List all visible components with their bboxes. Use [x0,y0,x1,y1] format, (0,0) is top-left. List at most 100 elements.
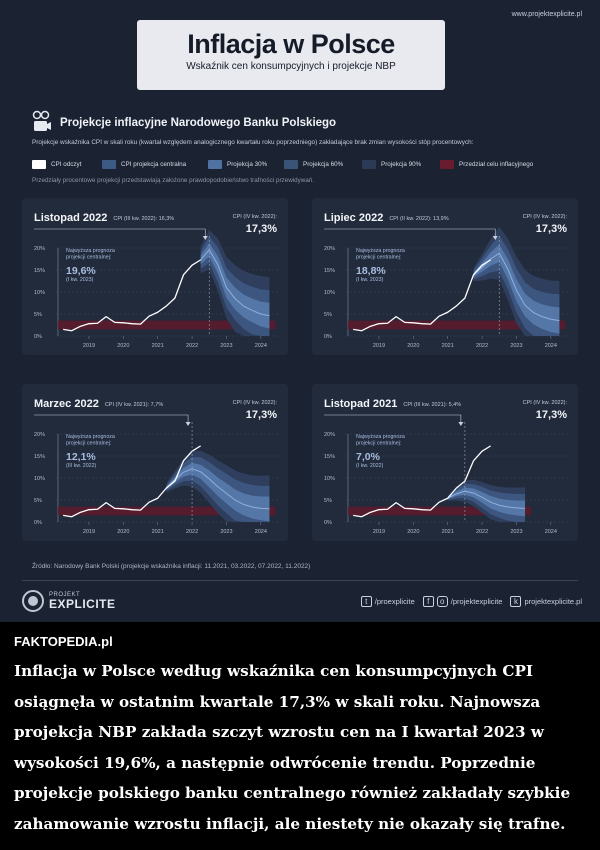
divider [22,580,578,581]
annotation-text: projekcji centralnej: [66,255,111,261]
annotation-arrow [185,422,191,426]
chart-title: Listopad 2021 [324,398,397,410]
legend-item-central: CPI projekcja centralna [102,160,186,169]
chart-base-note: CPI (II kw. 2022): 13,9% [389,216,448,222]
website-link[interactable]: projektexplicite.pl [524,597,582,606]
section-title: Projekcje inflacyjne Narodowego Banku Po… [60,117,337,129]
chart-title: Listopad 2022 [34,212,107,224]
chart-panel-2: Lipiec 2022 CPI (II kw. 2022): 13,9% CPI (… [312,198,578,355]
y-tick-label: 0% [34,334,42,340]
y-tick-label: 20% [34,432,45,438]
logo-icon [22,590,44,612]
target-band [348,506,532,516]
target-band [58,320,276,330]
page-subtitle: Wskaźnik cen konsumpcyjnych i projekcje … [186,61,396,72]
legend-swatch [284,160,298,169]
legend-item-target: Przedział celu inflacyjnego [440,160,533,169]
chart-base-note: CPI (III kw. 2021): 5,4% [403,402,461,408]
chart-nov-2021: Listopad 2021 CPI (III kw. 2021): 5,4% CPI… [324,398,568,535]
x-tick-label: 2024 [545,343,557,349]
x-tick-label: 2020 [117,529,129,535]
chart-nov-2022: Listopad 2022 CPI (III kw. 2022): 16,3% CP… [34,212,278,349]
chart-mar-2022: Marzec 2022 CPI (IV kw. 2021): 7,7% CPI (I… [34,398,278,535]
annotation-value: 18,8% [356,265,386,277]
y-tick-label: 15% [34,268,45,274]
x-tick-label: 2020 [407,529,419,535]
x-tick-label: 2019 [373,343,385,349]
legend-label: Projekcja 60% [303,161,344,168]
chart-jul-2022: Lipiec 2022 CPI (II kw. 2022): 13,9% CPI (… [324,212,568,349]
legend-note: Przedziały procentowe projekcji przedsta… [32,177,315,184]
chart-latest-label: CPI (IV kw. 2022): [523,214,568,220]
legend-swatch [362,160,376,169]
annotation-value: 7,0% [356,451,381,463]
annotation-text: Najwyższa prognoza [66,248,115,254]
chart-title: Lipiec 2022 [324,212,383,224]
legend-swatch [102,160,116,169]
x-tick-label: 2024 [255,343,267,349]
legend-item-cpi-reading: CPI odczyt [32,160,81,169]
chart-panel-4: Listopad 2021 CPI (III kw. 2021): 5,4% CPI… [312,384,578,541]
socials: t /proexplicite f o /projektexplicite k … [353,596,582,607]
cpi-actual-line [63,445,201,518]
annotation-period: (I kw. 2022) [356,463,384,469]
caption-text: Inflacja w Polsce według wskaźnika cen k… [14,662,571,833]
x-tick-label: 2022 [186,343,198,349]
y-tick-label: 0% [324,520,332,526]
x-tick-label: 2022 [186,529,198,535]
chart-latest-label: CPI (IV kw. 2022): [233,214,278,220]
y-tick-label: 20% [34,246,45,252]
annotation-period: (I kw. 2023) [66,277,94,283]
legend-item-p30: Projekcja 30% [208,160,267,169]
y-tick-label: 20% [324,246,335,252]
x-tick-label: 2022 [476,343,488,349]
legend-label: CPI odczyt [51,161,82,168]
x-tick-label: 2023 [510,529,522,535]
title-box: Inflacja w Polsce Wskaźnik cen konsumpcy… [137,20,445,90]
legend-item-p60: Projekcja 60% [284,160,343,169]
legend-swatch [440,160,454,169]
facebook-icon: f [422,596,434,607]
x-tick-label: 2024 [545,529,557,535]
caption-brand[interactable]: FAKTOPEDIA.pl [14,634,113,649]
annotation-leader [324,228,496,236]
chart-latest-value: 17,3% [536,223,567,235]
x-tick-label: 2023 [510,343,522,349]
page-title: Inflacja w Polsce [187,29,395,59]
projection-icon [32,110,51,131]
logo-small-text: PROJEKT [49,592,81,598]
annotation-leader [34,228,206,236]
chart-latest-value: 17,3% [246,409,277,421]
legend-label: Projekcja 90% [381,161,422,168]
y-tick-label: 15% [324,454,335,460]
site-url[interactable]: www.projektexplicite.pl [511,11,582,18]
chart-base-note: CPI (IV kw. 2021): 7,7% [105,402,163,408]
y-tick-label: 15% [34,454,45,460]
annotation-text: projekcji centralnej: [356,255,401,261]
twitter-icon: t [360,596,372,607]
cpi-actual-line [353,259,491,332]
instagram-icon: o [436,596,448,607]
annotation-arrow [202,236,208,240]
source-note: Źródło: Narodowy Bank Polski (projekcje … [32,563,311,570]
target-band [348,320,566,330]
chart-title: Marzec 2022 [34,398,99,410]
chart-latest-label: CPI (IV kw. 2022): [523,400,568,406]
chart-panel-3: Marzec 2022 CPI (IV kw. 2021): 7,7% CPI (I… [22,384,288,541]
x-tick-label: 2021 [152,343,164,349]
x-tick-label: 2023 [220,529,232,535]
y-tick-label: 5% [324,312,332,318]
x-tick-label: 2021 [442,529,454,535]
facebook-instagram-handle[interactable]: /projektexplicite [450,597,503,606]
y-tick-label: 5% [324,498,332,504]
chart-latest-value: 17,3% [536,409,567,421]
chart-panel-1: Listopad 2022 CPI (III kw. 2022): 16,3% CP… [22,198,288,355]
x-tick-label: 2019 [83,343,95,349]
web-icon: k [510,596,522,607]
chart-base-note: CPI (III kw. 2022): 16,3% [113,216,174,222]
projection-band-30 [447,487,526,517]
annotation-arrow [458,422,464,426]
y-tick-label: 0% [324,334,332,340]
twitter-handle[interactable]: /proexplicite [374,597,415,606]
y-tick-label: 5% [34,312,42,318]
